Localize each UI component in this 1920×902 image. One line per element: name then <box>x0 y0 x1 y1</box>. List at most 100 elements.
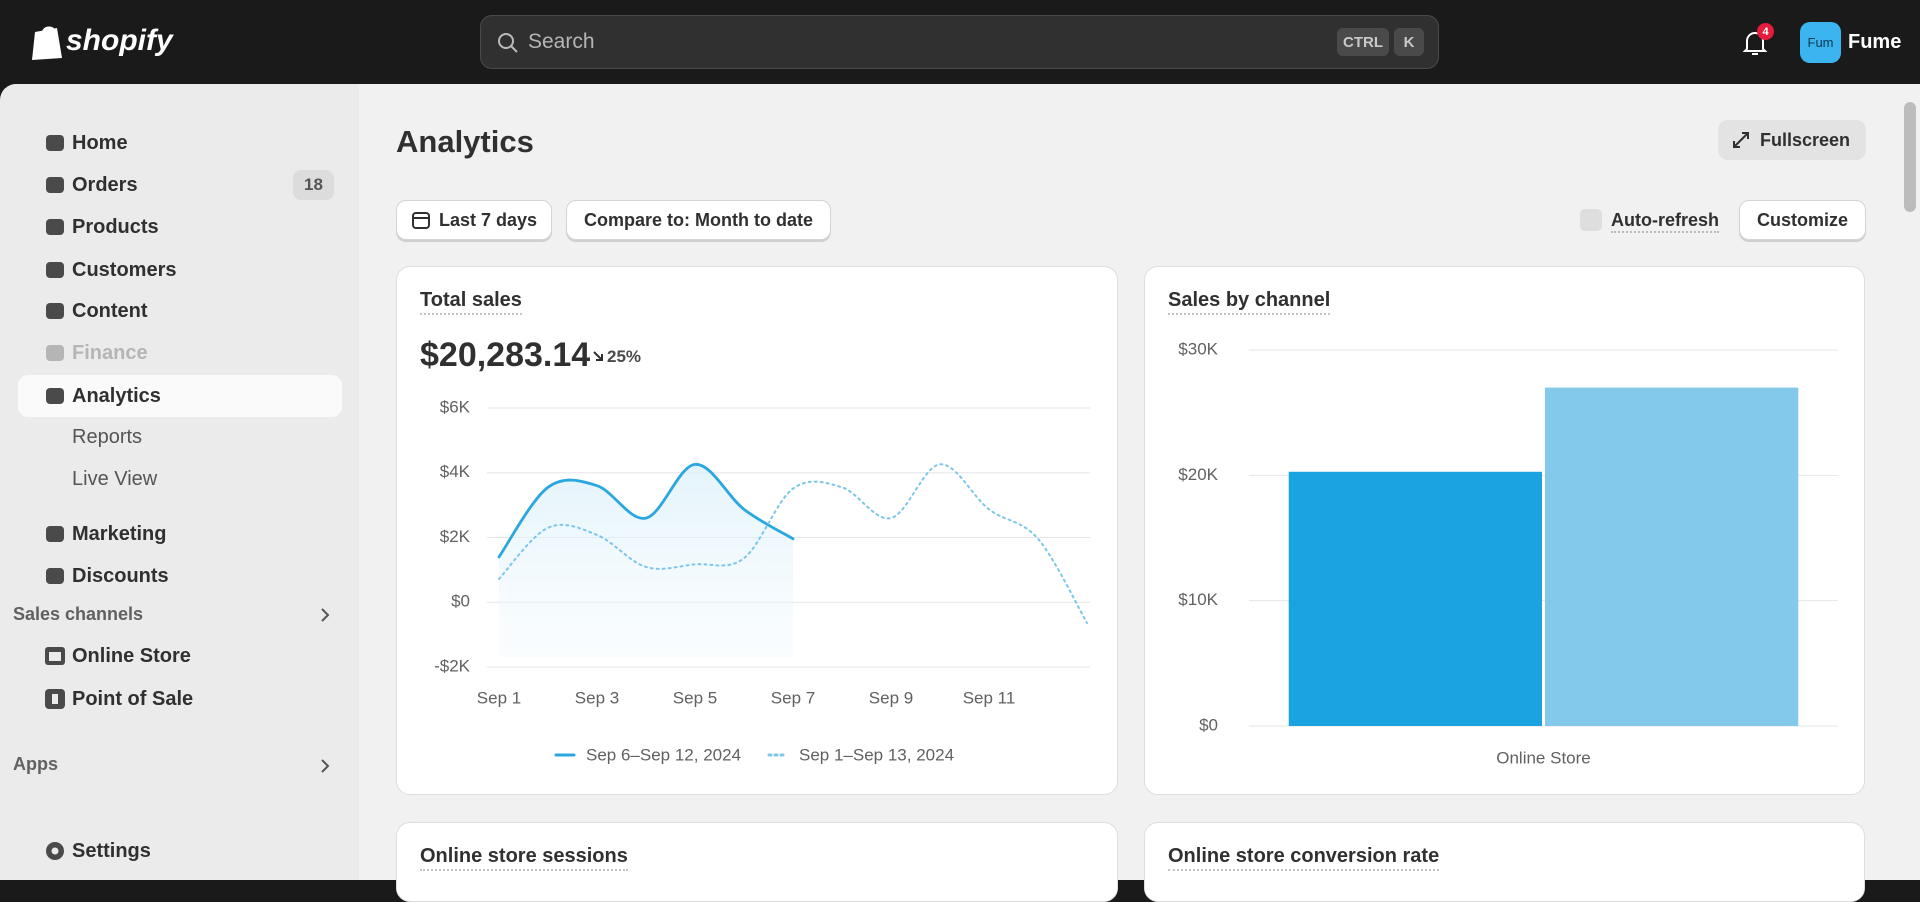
chevron[interactable] <box>318 757 332 775</box>
checkbox[interactable] <box>1580 209 1602 231</box>
bar-chart: $0 $10K $20K $30K Online Store <box>1178 339 1838 767</box>
nav-item[interactable]: Home <box>18 122 342 164</box>
badge: 18 <box>293 170 334 200</box>
total-sales-card: Total sales $20,283.14 25% -$2K $0 $2K $4K $… <box>396 266 1118 795</box>
section-title: Sales channels <box>13 604 144 624</box>
y-tick-label: $6K <box>440 397 471 416</box>
icon-shape <box>46 568 64 584</box>
nav-item[interactable]: Reports <box>18 416 342 458</box>
nav-label: Online Store <box>72 644 191 667</box>
nav-item[interactable]: Customers <box>18 249 342 291</box>
fullscreen-button[interactable]: Fullscreen <box>1718 120 1866 160</box>
icon-shape <box>46 177 64 193</box>
nav-label: Live View <box>72 467 158 490</box>
expand-icon <box>1733 132 1749 148</box>
sales-by-channel-card: Sales by channel $0 $10K $20K $30K Online St… <box>1144 266 1865 795</box>
card-title: Total sales <box>420 289 522 315</box>
nav-label: Point of Sale <box>72 687 194 710</box>
y-tick-label: $2K <box>440 527 471 546</box>
search-placeholder: Search <box>528 30 595 53</box>
icon-shape <box>46 303 64 319</box>
trend-arrow <box>593 351 603 361</box>
conversion-card: Online store conversion rate <box>1144 822 1865 902</box>
date-range-button[interactable]: Last 7 days <box>396 200 552 240</box>
nav-label: Finance <box>72 341 148 364</box>
nav-label: Products <box>72 215 159 238</box>
avatar[interactable]: Fum <box>1800 22 1841 63</box>
store-name[interactable]: Fume <box>1848 31 1902 53</box>
icon-shape <box>46 262 64 278</box>
x-tick-label: Sep 5 <box>673 688 717 707</box>
nav-item[interactable]: Online Store <box>18 635 342 677</box>
nav-icon <box>46 135 64 151</box>
nav-item[interactable]: Discounts <box>18 555 342 597</box>
icon-shape <box>46 345 64 361</box>
card-title: Sales by channel <box>1168 289 1331 315</box>
y-tick-label: $20K <box>1178 465 1218 484</box>
nav-icon <box>46 262 64 278</box>
series-area <box>499 464 793 657</box>
nav-item[interactable]: Live View <box>18 458 342 500</box>
legend-label: Sep 6–Sep 12, 2024 <box>586 745 741 764</box>
y-tick-label: $10K <box>1178 590 1218 609</box>
nav-label: Orders <box>72 173 138 196</box>
legend-label: Sep 1–Sep 13, 2024 <box>799 745 954 764</box>
calendar-icon <box>411 212 430 229</box>
nav-label: Marketing <box>72 522 167 545</box>
button-label: Fullscreen <box>1759 129 1851 150</box>
card-title: Online store sessions <box>420 845 628 871</box>
nav-icon <box>46 219 64 235</box>
y-tick-label: $0 <box>451 592 470 611</box>
chevron[interactable] <box>318 606 332 624</box>
nav-icon <box>46 526 64 542</box>
search-icon <box>498 33 518 53</box>
nav-label: Analytics <box>72 384 161 407</box>
nav-icon <box>46 388 64 404</box>
y-tick-label: $0 <box>1199 715 1218 734</box>
icon-shape <box>46 388 64 404</box>
x-tick-label: Sep 11 <box>963 688 1016 707</box>
page-title: Analytics <box>396 124 534 159</box>
nav-icon <box>46 568 64 584</box>
bar <box>1288 471 1542 726</box>
section-title: Apps <box>13 754 58 774</box>
search-box[interactable]: Search CTRL K <box>480 15 1439 69</box>
notification-badge: 4 <box>1757 23 1774 40</box>
x-tick-label: Sep 9 <box>869 688 913 707</box>
y-tick-label: $4K <box>440 462 471 481</box>
nav-icon <box>46 345 64 361</box>
compare-button[interactable]: Compare to: Month to date <box>566 200 831 240</box>
nav-label: Customers <box>72 258 177 281</box>
customize-button[interactable]: Customize <box>1739 200 1866 240</box>
nav-label: Reports <box>72 425 143 448</box>
nav-item[interactable]: Orders 18 <box>18 164 342 206</box>
logo-text: shopify <box>66 24 173 57</box>
nav-item[interactable]: Content <box>18 290 342 332</box>
series-line <box>497 462 795 559</box>
nav-item[interactable]: Finance <box>18 332 342 374</box>
top-bar: shopify Search CTRL K 4 Fum Fume <box>0 0 1920 84</box>
nav-item[interactable]: Point of Sale <box>18 678 342 720</box>
nav-icon <box>46 303 64 319</box>
sidebar: Home Orders 18 Products Customers Content Fina… <box>0 84 359 880</box>
nav-icon <box>45 647 65 665</box>
nav-item[interactable]: Settings <box>18 830 342 872</box>
nav-item[interactable]: Marketing <box>18 513 342 555</box>
x-tick-label: Online Store <box>1496 748 1591 767</box>
card-title: Online store conversion rate <box>1168 845 1440 871</box>
icon-shape <box>46 219 64 235</box>
main: Analytics Fullscreen Last 7 days Compare… <box>359 84 1920 902</box>
sessions-card: Online store sessions <box>396 822 1118 902</box>
scrollbar[interactable] <box>1904 102 1916 212</box>
shortcut-key: CTRL <box>1337 28 1389 56</box>
nav-icon <box>45 689 65 709</box>
button-label: Compare to: Month to date <box>584 209 813 230</box>
bar <box>1545 387 1799 726</box>
nav-item[interactable]: Products <box>18 206 342 248</box>
series-line <box>498 463 1088 624</box>
nav-icon <box>46 842 64 860</box>
button-label: Last 7 days <box>438 209 538 230</box>
auto-refresh-label[interactable]: Auto-refresh <box>1611 210 1720 233</box>
nav-item[interactable]: Analytics <box>18 375 342 417</box>
